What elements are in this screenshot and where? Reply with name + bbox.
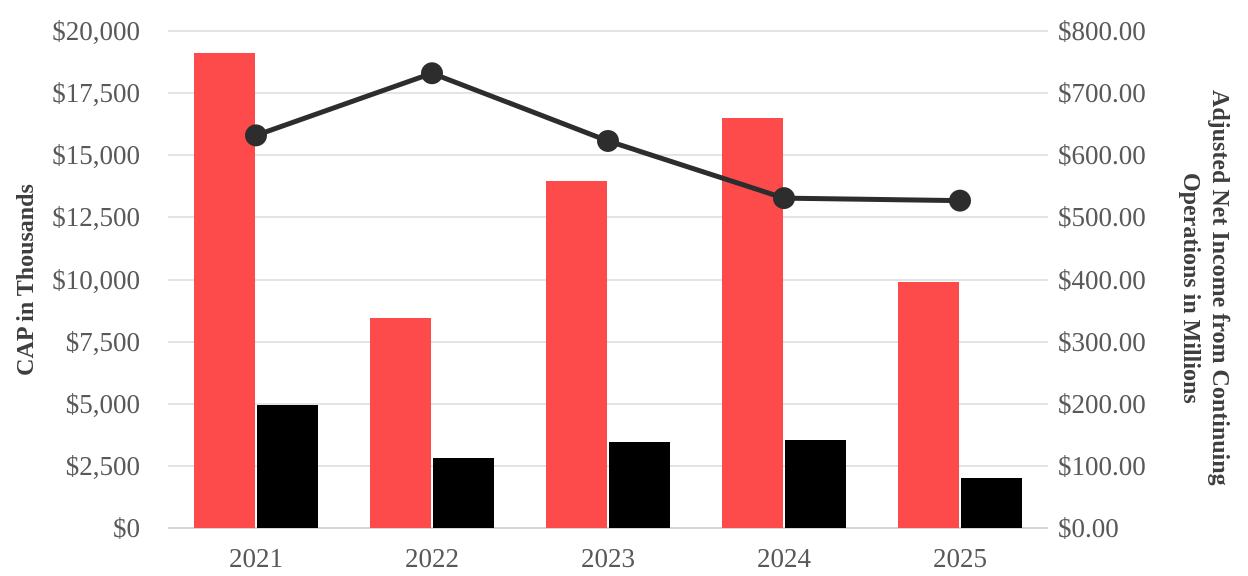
left-axis-tick: $7,500: [65, 326, 140, 357]
gridline: [168, 30, 1048, 32]
x-axis-line: [168, 527, 1048, 529]
right-axis-title-line: Adjusted Net Income from Continuing: [1207, 90, 1233, 486]
x-axis-label-2023: 2023: [581, 543, 635, 573]
right-axis-tick: $0.00: [1058, 513, 1119, 543]
right-axis-tick: $500.00: [1058, 202, 1146, 233]
x-axis-label-2024: 2024: [757, 543, 811, 573]
left-axis-tick: $20,000: [52, 16, 140, 46]
right-axis-tick: $400.00: [1058, 264, 1146, 295]
black-bar-2023: [609, 442, 670, 528]
gridline: [168, 340, 1048, 343]
red-bar-2022: [370, 318, 431, 528]
gridline: [168, 402, 1048, 405]
red-bar-2023: [546, 181, 607, 528]
right-axis-tick: $800.00: [1058, 16, 1146, 46]
gridline: [168, 92, 1048, 95]
gridline: [168, 154, 1048, 157]
x-axis-label-2022: 2022: [405, 543, 459, 573]
line-marker-2024: [773, 187, 795, 210]
line-marker-2023: [597, 129, 619, 152]
right-axis-tick: $200.00: [1058, 388, 1146, 419]
right-axis-tick-labels: $0.00 $100.00 $200.00 $300.00 $400.00 $500.00…: [1058, 0, 1176, 576]
left-axis-tick: $15,000: [52, 140, 140, 171]
left-axis-tick: $12,500: [52, 202, 140, 233]
black-bar-2025: [961, 478, 1022, 528]
red-bar-2025: [898, 282, 959, 528]
right-axis-title-line: Operations in Millions: [1178, 172, 1204, 404]
line-marker-2022: [421, 62, 443, 85]
line-marker-2021: [245, 124, 267, 147]
left-axis-tick: $5,000: [65, 388, 140, 419]
left-axis-tick: $2,500: [65, 450, 140, 481]
line-marker-2025: [949, 189, 971, 212]
gridline: [168, 278, 1048, 281]
gridline: [168, 216, 1048, 219]
right-axis-tick: $300.00: [1058, 326, 1146, 357]
gridline: [168, 464, 1048, 467]
left-axis-tick: $0: [113, 513, 140, 543]
net-income-line-layer: [245, 62, 971, 212]
red-bar-2021: [194, 53, 255, 528]
right-axis-tick: $600.00: [1058, 140, 1146, 171]
right-axis-tick: $700.00: [1058, 78, 1146, 109]
x-axis-label-2021: 2021: [229, 543, 283, 573]
black-bar-2022: [433, 458, 494, 528]
left-axis-tick: $10,000: [52, 264, 140, 295]
left-axis-tick-labels: $0 $2,500 $5,000 $7,500 $10,000 $12,500 $15,00…: [0, 0, 140, 576]
right-axis-tick: $100.00: [1058, 450, 1146, 481]
black-bar-2021: [257, 405, 318, 528]
plot-area: [168, 30, 1048, 529]
x-axis-label-2025: 2025: [933, 543, 987, 573]
black-bar-2024: [785, 439, 846, 528]
right-axis-title: Adjusted Net Income from Continuing Opera…: [1176, 0, 1234, 576]
left-axis-tick: $17,500: [52, 78, 140, 109]
